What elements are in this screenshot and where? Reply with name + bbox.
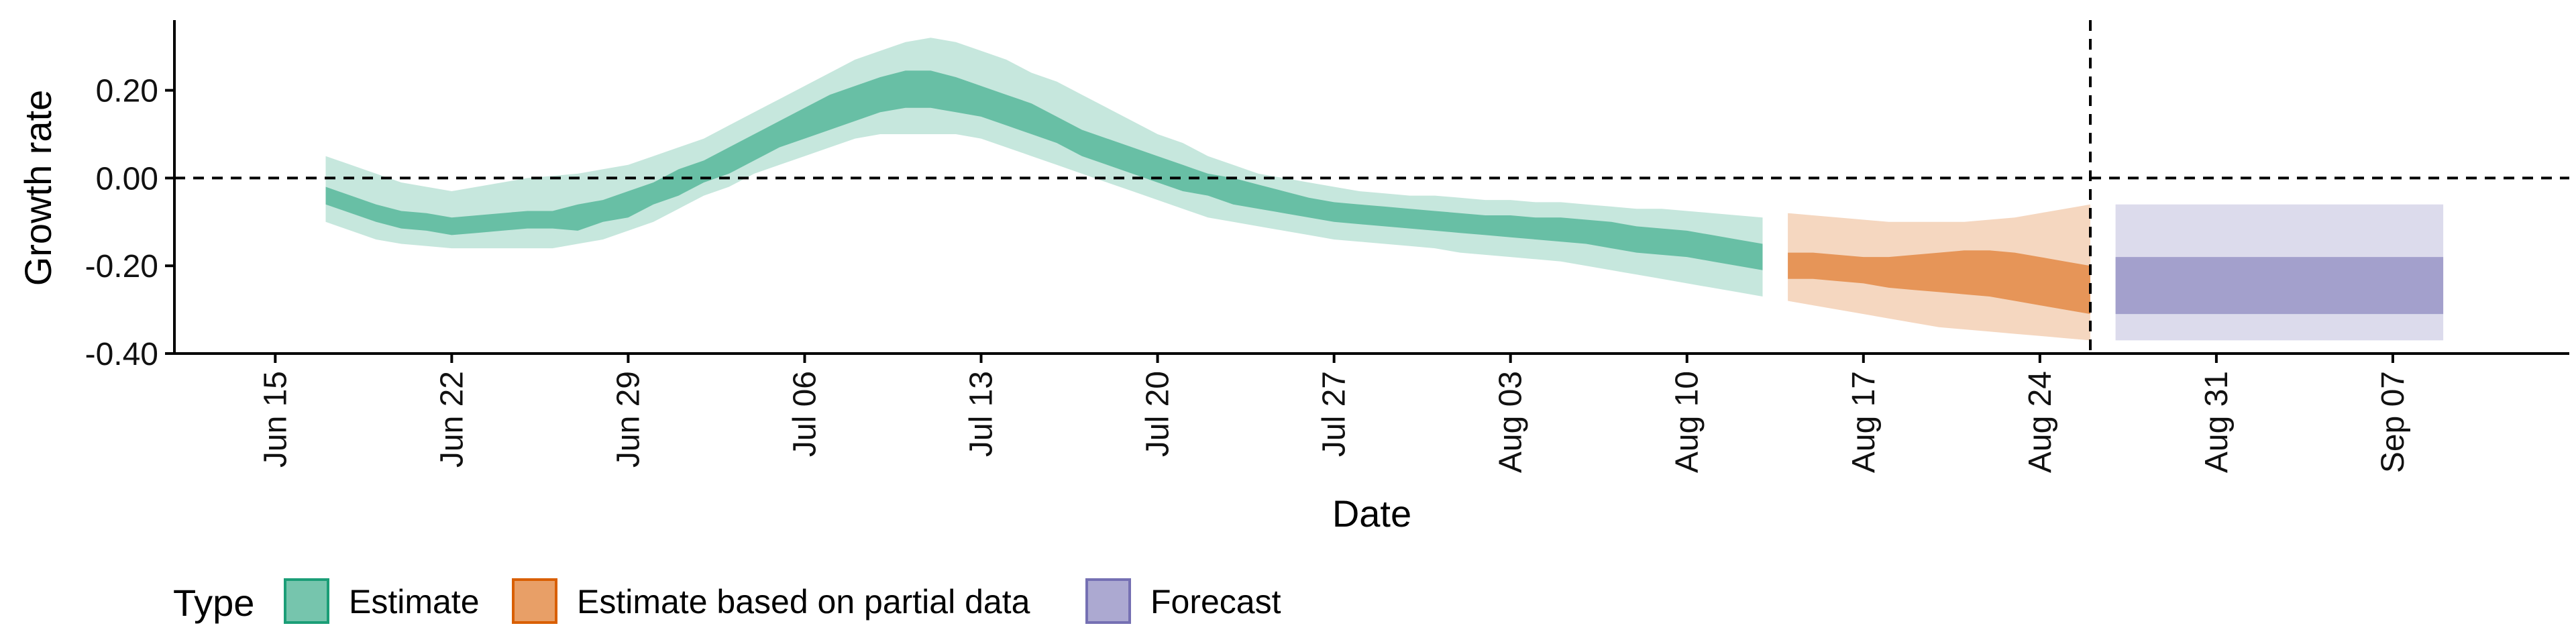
x-tick-label: Aug 24 xyxy=(2023,371,2058,473)
band-90-estimate xyxy=(325,38,1763,297)
band-50-estimate-based-on-partial-data xyxy=(1788,250,2090,315)
legend-key-estimate-based-on-partial-data xyxy=(512,578,557,624)
axes xyxy=(173,20,2569,355)
band-50-forecast xyxy=(2115,257,2444,315)
legend-key-forecast xyxy=(1085,578,1131,624)
x-tick-label: Jun 29 xyxy=(610,371,646,468)
x-tick-label: Aug 10 xyxy=(1670,371,1705,473)
x-tick-label: Jul 20 xyxy=(1140,371,1176,457)
x-tick-label: Aug 31 xyxy=(2199,371,2235,473)
x-tick-label: Jun 22 xyxy=(434,371,470,468)
y-ticks: 0.20 0.00 -0.20 -0.40 xyxy=(85,74,174,372)
legend-label-estimate-based-on-partial-data: Estimate based on partial data xyxy=(577,583,1030,621)
x-tick-label: Aug 03 xyxy=(1493,371,1529,473)
legend-label-estimate: Estimate xyxy=(349,583,480,621)
y-tick-label: 0.00 xyxy=(96,161,158,197)
x-tick-label: Jun 15 xyxy=(258,371,293,468)
x-tick-label: Sep 07 xyxy=(2375,371,2411,473)
uncertainty-bands xyxy=(325,38,2444,341)
reference-lines xyxy=(174,20,2569,354)
legend-key-estimate xyxy=(284,578,329,624)
x-ticks: Jun 15 Jun 22 Jun 29 Jul 06 Jul 13 Jul 20 Jul … xyxy=(258,354,2411,473)
x-tick-label: Aug 17 xyxy=(1846,371,1882,473)
x-tick-label: Jul 13 xyxy=(964,371,1000,457)
x-tick-label: Jul 06 xyxy=(788,371,823,457)
legend-title: Type xyxy=(173,582,254,624)
x-tick-label: Jul 27 xyxy=(1317,371,1352,457)
x-axis-title: Date xyxy=(1332,492,1411,535)
legend-label-forecast: Forecast xyxy=(1150,583,1281,621)
y-axis-title: Growth rate xyxy=(17,90,59,286)
legend: Type Estimate Estimate based on partial d… xyxy=(173,578,1281,624)
y-tick-label: -0.20 xyxy=(85,249,158,284)
y-tick-label: 0.20 xyxy=(96,74,158,109)
y-tick-label: -0.40 xyxy=(85,337,158,372)
band-50-estimate xyxy=(325,70,1763,270)
